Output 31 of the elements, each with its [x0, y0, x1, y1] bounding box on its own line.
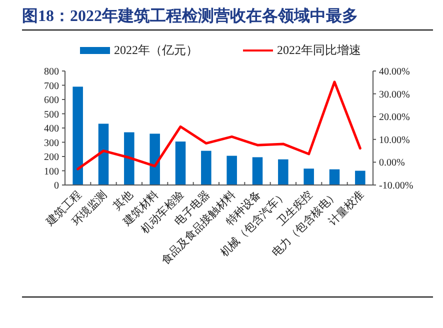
bar	[150, 134, 160, 185]
y-tick-label: 0	[54, 180, 59, 192]
bar	[252, 157, 263, 185]
bar	[355, 170, 366, 185]
y-tick-label: 100	[44, 166, 59, 178]
y-tick-label: 700	[44, 80, 59, 92]
y2-tick-label: 40.00%	[379, 66, 410, 78]
y-tick-label: 200	[44, 152, 59, 163]
y2-tick-label: 10.00%	[379, 134, 410, 146]
bar	[304, 168, 314, 185]
bar	[175, 142, 186, 185]
y2-tick-label: -10.00%	[379, 180, 414, 192]
legend-label: 2022年同比增速	[277, 43, 361, 57]
bar	[98, 124, 109, 185]
bar	[278, 159, 288, 185]
y-tick-label: 800	[44, 66, 59, 78]
y-tick-label: 500	[44, 109, 59, 120]
bar	[124, 132, 134, 185]
y-tick-label: 600	[44, 95, 59, 106]
y2-tick-label: 20.00%	[379, 112, 410, 124]
y2-tick-label: 30.00%	[379, 89, 410, 100]
bar	[226, 156, 237, 185]
bar	[72, 86, 83, 185]
y-tick-label: 400	[44, 124, 59, 134]
y-tick-label: 300	[44, 138, 59, 149]
y2-tick-label: 0.00%	[379, 158, 405, 169]
chart-title: 图18：2022年建筑工程检测营收在各领域中最多	[22, 7, 358, 25]
legend-label: 2022年（亿元）	[114, 43, 198, 57]
bar	[329, 169, 340, 185]
line-series	[76, 80, 362, 170]
bar	[201, 150, 212, 185]
